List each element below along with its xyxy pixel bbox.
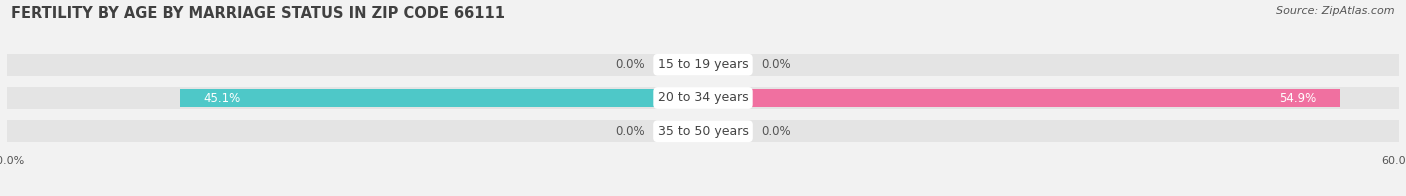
Bar	[657, 56, 703, 74]
Text: 0.0%: 0.0%	[616, 58, 645, 71]
Bar	[7, 87, 1399, 109]
Text: 54.9%: 54.9%	[1279, 92, 1316, 104]
Text: 0.0%: 0.0%	[616, 125, 645, 138]
Bar	[657, 122, 703, 140]
Bar	[703, 89, 1340, 107]
Text: 20 to 34 years: 20 to 34 years	[658, 92, 748, 104]
Text: 0.0%: 0.0%	[761, 125, 790, 138]
Text: 0.0%: 0.0%	[761, 58, 790, 71]
Bar	[7, 120, 1399, 142]
Bar	[180, 89, 703, 107]
Text: 15 to 19 years: 15 to 19 years	[658, 58, 748, 71]
Text: FERTILITY BY AGE BY MARRIAGE STATUS IN ZIP CODE 66111: FERTILITY BY AGE BY MARRIAGE STATUS IN Z…	[11, 6, 505, 21]
Bar	[703, 122, 749, 140]
Bar	[7, 54, 1399, 76]
Bar	[703, 56, 749, 74]
Text: 35 to 50 years: 35 to 50 years	[658, 125, 748, 138]
Text: 45.1%: 45.1%	[202, 92, 240, 104]
Text: Source: ZipAtlas.com: Source: ZipAtlas.com	[1277, 6, 1395, 16]
